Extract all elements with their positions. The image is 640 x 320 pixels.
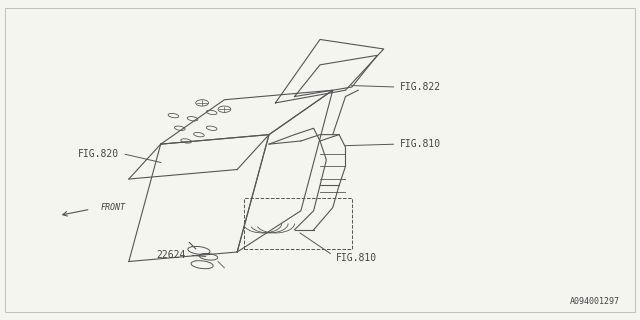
Text: FIG.810: FIG.810 <box>336 253 377 263</box>
Text: FIG.822: FIG.822 <box>399 82 441 92</box>
Text: 22624: 22624 <box>157 250 186 260</box>
Text: A094001297: A094001297 <box>570 297 620 306</box>
Text: FIG.810: FIG.810 <box>399 139 441 149</box>
Text: FIG.820: FIG.820 <box>78 149 119 159</box>
Text: FRONT: FRONT <box>100 203 125 212</box>
